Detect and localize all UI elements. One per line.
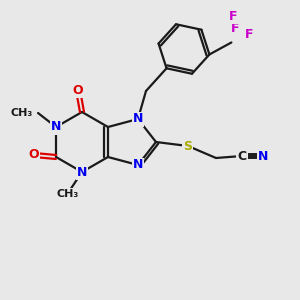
Text: F: F xyxy=(231,22,240,35)
Text: N: N xyxy=(133,158,143,172)
Text: O: O xyxy=(73,83,83,97)
Text: CH₃: CH₃ xyxy=(11,108,33,118)
Text: N: N xyxy=(51,121,61,134)
Text: F: F xyxy=(229,10,238,23)
Text: S: S xyxy=(184,140,193,152)
Text: N: N xyxy=(258,149,268,163)
Text: C: C xyxy=(237,149,247,163)
Text: CH₃: CH₃ xyxy=(57,189,79,199)
Text: O: O xyxy=(29,148,39,161)
Text: N: N xyxy=(77,166,87,178)
Text: F: F xyxy=(245,28,254,41)
Text: N: N xyxy=(133,112,143,125)
